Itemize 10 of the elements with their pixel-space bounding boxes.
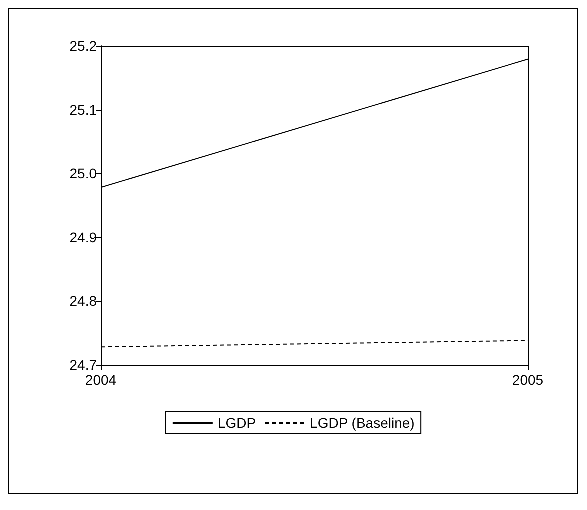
legend-label: LGDP — [218, 415, 256, 431]
y-tick-label: 25.2 — [70, 38, 98, 54]
y-tick-label: 25.0 — [70, 166, 98, 182]
x-tick-label: 2005 — [512, 372, 544, 388]
y-tick-label: 24.8 — [70, 293, 98, 310]
y-tick-label: 24.9 — [70, 229, 98, 246]
y-tick-label: 24.7 — [70, 357, 98, 373]
y-tick-label: 25.1 — [70, 102, 98, 118]
legend-label: LGDP (Baseline) — [310, 415, 415, 431]
x-tick-label: 2004 — [85, 372, 117, 388]
